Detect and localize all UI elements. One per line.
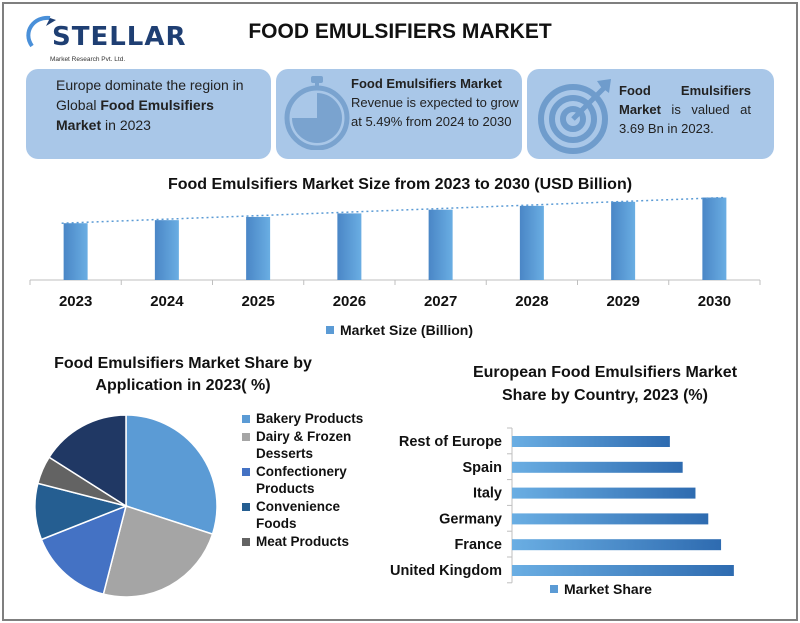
application-share-pie [34,414,218,598]
bar-2029 [611,201,636,280]
info-card-region: Europe dominate the region in Global Foo… [26,69,271,159]
country-share-title: European Food Emulsifiers Market Share b… [472,364,738,404]
bar-2030 [702,197,727,280]
country-share-legend: Market Share [550,581,652,597]
market-size-legend: Market Size (Billion) [326,322,473,338]
application-share-legend: Bakery Products Dairy & Frozen Desserts Co… [242,410,372,550]
pie-legend-item: Dairy & Frozen Desserts [242,428,372,463]
bar-2024 [154,220,179,280]
legend-swatch [242,432,250,441]
pie-slice-confectionery-products [40,504,128,596]
info-card-value: Food Emulsifiers Market is valued at 3.6… [527,69,774,159]
bar-2027 [428,209,453,280]
bar-2025 [246,216,271,280]
legend-swatch [242,502,250,511]
pie-slice-bakery-products [125,414,218,536]
trendline [61,196,725,224]
pie-legend-item: Confectionery Products [242,463,372,498]
hbar-germany [512,513,709,525]
info-card-growth: Food Emulsifiers Market Revenue is expec… [276,69,522,159]
y-tick-label-rest-of-europe: Rest of Europe [399,434,502,450]
pie-slice-unlabeled [48,414,127,508]
card2-text-body: Revenue is expected to grow at 5.49% fro… [351,95,519,129]
pie-legend-label: Confectionery Products [256,463,347,497]
y-tick-label-france: France [454,537,502,553]
pie-legend-label: Dairy & Frozen Desserts [256,428,352,462]
logo-name: STELLAR [52,22,187,52]
card2-text: Food Emulsifiers Market Revenue is expec… [351,74,519,131]
legend-swatch [326,326,334,334]
hbar-rest-of-europe [512,436,670,447]
card1-text-post: in 2023 [101,117,151,133]
application-share-title: Food Emulsifiers Market Share by Applica… [54,355,312,394]
pie-legend-label: Convenience Foods [256,498,341,532]
page-title: FOOD EMULSIFIERS MARKET [248,20,552,43]
stopwatch-icon [284,76,350,150]
x-tick-label-2025: 2025 [241,293,274,310]
bar-2026 [337,213,362,280]
y-tick-label-united-kingdom: United Kingdom [390,563,502,579]
bar-2023 [63,223,88,280]
market-size-legend-label: Market Size (Billion) [340,322,474,338]
pie-legend-label: Bakery Products [256,411,364,426]
x-tick-label-2027: 2027 [424,293,457,310]
y-tick-label-germany: Germany [439,511,502,527]
pie-legend-item: Convenience Foods [242,498,372,533]
card2-text-bold: Food Emulsifiers Market [351,76,502,91]
legend-swatch [242,537,250,546]
hbar-france [512,539,722,551]
legend-swatch [242,467,250,476]
legend-swatch [550,585,558,593]
bar-2028 [519,205,544,280]
pie-legend-label: Meat Products [256,533,350,549]
logo-mark-icon [26,15,56,48]
market-size-bar-chart: 2023 2024 2025 2026 2027 2028 2029 2030 [29,196,761,310]
pie-legend-item: Bakery Products [242,410,372,428]
pie-slice-dairy-frozen-desserts [102,505,214,598]
y-tick-label-italy: Italy [473,486,502,502]
y-tick-label-spain: Spain [463,460,502,476]
country-share-bar-chart: United Kingdom France Germany Italy Spain Res… [390,427,734,584]
x-tick-label-2023: 2023 [59,293,92,310]
card3-text-body: is valued at 3.69 Bn in 2023. [619,102,751,136]
hbar-spain [512,461,683,473]
x-tick-label-2028: 2028 [515,293,548,310]
card1-text-pre: Europe dominate the region in Global [56,77,244,113]
logo-subtitle: Market Research Pvt. Ltd. [50,56,126,63]
stellar-logo: STELLAR Market Research Pvt. Ltd. [22,10,186,63]
market-size-chart-title: Food Emulsifiers Market Size from 2023 t… [167,176,633,193]
target-icon [538,79,611,154]
pie-legend-item: Meat Products [242,533,372,551]
legend-swatch [242,415,250,423]
hbar-italy [512,487,696,499]
x-tick-label-2029: 2029 [606,293,639,310]
hbar-united-kingdom [512,565,734,576]
country-share-legend-label: Market Share [564,581,652,597]
x-tick-label-2024: 2024 [150,293,184,310]
x-tick-label-2026: 2026 [333,293,366,310]
x-tick-label-2030: 2030 [698,293,731,310]
card3-text: Food Emulsifiers Market is valued at 3.6… [619,81,751,138]
card1-text-bold: Food Emulsifiers Market [56,97,214,133]
card3-text-bold: Food Emulsifiers Market [619,83,751,117]
